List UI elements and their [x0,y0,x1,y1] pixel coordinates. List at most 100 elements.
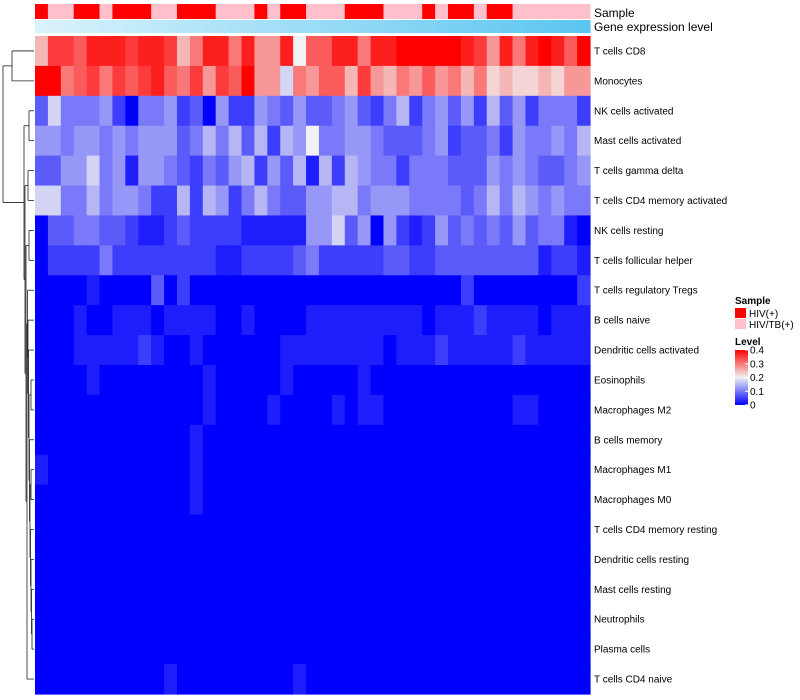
heatmap-cell [293,365,307,396]
heatmap-cell [383,215,397,246]
heatmap-cell [551,155,565,187]
heatmap-cell [344,574,359,605]
heatmap-cell [486,95,501,127]
heatmap-cell [331,95,346,127]
heatmap-cell [86,634,101,665]
heatmap-cell [60,454,75,486]
heatmap-cell [448,365,462,396]
heatmap-cell [486,185,501,217]
legend-tick-label: 0.4 [750,346,764,357]
row-labels: T cells CD8 Monocytes NK cells activated Ma… [594,46,727,685]
heatmap-cell [99,245,114,276]
heatmap-cell [448,664,462,695]
heatmap-cell [486,514,501,546]
heatmap-cell [396,245,410,276]
heatmap-cell [164,514,178,546]
heatmap-cell [47,394,62,426]
heatmap-cell [357,185,372,217]
heatmap-cell [241,275,256,306]
heatmap-cell [551,245,565,276]
heatmap-cell [383,125,397,157]
heatmap-cell [138,544,152,575]
heatmap-cell [486,664,501,695]
gene-level-cell [370,20,385,33]
heatmap-cell [512,484,527,516]
heatmap-cell [293,604,307,635]
heatmap-cell [370,454,385,486]
heatmap-cell [512,544,527,575]
heatmap-cell [538,484,552,516]
heatmap-cell [293,634,307,665]
heatmap-cell [344,125,359,157]
heatmap-cell [460,365,475,396]
heatmap-cell [112,604,126,635]
gene-level-cell [499,20,514,33]
heatmap-cell [99,424,114,456]
heatmap-cell [512,95,527,127]
heatmap-cell [396,215,410,246]
heatmap-cell [564,305,578,336]
heatmap-cell [344,365,359,396]
heatmap-cell [344,215,359,246]
heatmap-cell [357,484,372,516]
heatmap-cell [422,65,436,97]
heatmap-cell [280,275,294,306]
heatmap-cell [189,155,204,187]
heatmap-cell [306,394,320,426]
heatmap-cell [512,185,527,217]
heatmap-cell [357,604,372,635]
heatmap-cell [486,394,501,426]
heatmap-cell [125,604,139,635]
sample-cell [370,4,385,19]
heatmap-cell [176,245,191,276]
heatmap-cell [473,245,488,276]
heatmap-cell [73,95,88,127]
heatmap-cell [99,155,114,187]
gene-level-cell [318,20,333,33]
heatmap-cell [370,484,385,516]
heatmap-cell [331,634,346,665]
heatmap-cell [151,365,165,396]
heatmap-cell [422,215,436,246]
heatmap-cell [215,65,230,97]
sample-cell [448,4,462,19]
heatmap-cell [486,305,501,336]
heatmap-cell [331,185,346,217]
sample-cell [293,4,307,19]
sample-cell [396,4,410,19]
heatmap-cell [577,514,591,546]
legend-sample-title: Sample [735,296,771,307]
heatmap-cell [228,125,243,157]
heatmap-cell [448,484,462,516]
heatmap-cell [228,574,243,605]
heatmap-cell [267,185,281,217]
heatmap-cell [564,95,578,127]
heatmap-cell [202,634,217,665]
heatmap-cell [86,36,101,67]
heatmap-cell [499,125,514,157]
heatmap-cell [486,275,501,306]
heatmap-cell [409,155,423,187]
gene-level-cell [215,20,230,33]
heatmap-cell [435,335,449,366]
heatmap-cell [538,574,552,605]
sample-cell [409,4,423,19]
heatmap-cell [202,574,217,605]
gene-level-cell [73,20,88,33]
heatmap-cell [422,664,436,695]
heatmap-cell [499,215,514,246]
heatmap-cell [551,305,565,336]
heatmap-cell [138,155,152,187]
heatmap-cell [486,634,501,665]
heatmap-cell [47,125,62,157]
heatmap-cell [460,544,475,575]
heatmap-cell [318,424,333,456]
heatmap-cell [512,454,527,486]
heatmap-cell [344,275,359,306]
heatmap-cell [60,275,75,306]
heatmap-cell [138,574,152,605]
heatmap-cell [577,574,591,605]
heatmap-cell [577,185,591,217]
heatmap-cell [409,365,423,396]
heatmap-cell [73,155,88,187]
